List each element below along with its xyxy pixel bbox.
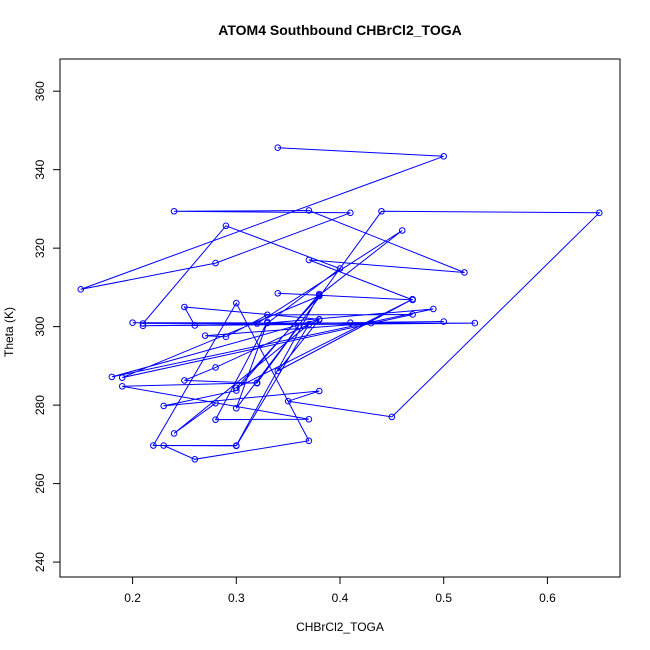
data-point xyxy=(160,402,168,410)
data-point xyxy=(118,374,126,381)
chart-title: ATOM4 Southbound CHBrCl2_TOGA xyxy=(218,22,461,38)
data-point xyxy=(305,320,313,328)
data-point xyxy=(471,319,479,327)
data-point xyxy=(274,144,282,151)
data-point xyxy=(274,289,282,297)
data-point xyxy=(253,379,261,387)
data-point xyxy=(232,404,240,412)
data-point xyxy=(253,320,261,327)
data-point xyxy=(315,387,323,395)
data-point xyxy=(139,322,147,330)
y-tick-label: 260 xyxy=(33,473,47,493)
data-point xyxy=(284,397,292,405)
y-axis: 240 260 280 300 320 340 360 xyxy=(33,81,61,572)
data-point xyxy=(232,442,240,450)
data-point xyxy=(398,227,406,234)
data-point xyxy=(461,269,468,276)
data-point xyxy=(305,207,313,214)
data-point xyxy=(409,295,416,303)
data-point xyxy=(388,413,396,421)
data-point xyxy=(440,318,448,325)
y-tick-label: 320 xyxy=(33,238,47,258)
series-line xyxy=(80,147,601,460)
data-point xyxy=(170,430,178,437)
y-tick-label: 280 xyxy=(33,395,47,415)
data-point xyxy=(347,209,354,217)
y-axis-label: Theta (K) xyxy=(2,307,16,357)
data-point xyxy=(305,437,313,445)
data-point xyxy=(191,455,199,463)
data-point xyxy=(315,316,323,323)
x-tick-label: 0.6 xyxy=(539,591,556,605)
data-point xyxy=(181,303,188,311)
data-point xyxy=(129,319,136,327)
data-point xyxy=(108,373,116,381)
data-point xyxy=(77,286,85,293)
data-point xyxy=(315,292,323,300)
data-point xyxy=(295,323,302,330)
data-point xyxy=(232,299,240,307)
data-point xyxy=(367,319,375,327)
x-axis-label: CHBrCl2_TOGA xyxy=(296,620,384,634)
data-point xyxy=(305,415,313,423)
data-point xyxy=(170,207,178,215)
data-point xyxy=(181,377,188,384)
y-tick-label: 300 xyxy=(33,316,47,336)
data-point xyxy=(232,384,240,392)
data-point xyxy=(430,305,437,313)
data-point xyxy=(315,290,323,298)
data-point xyxy=(378,207,385,215)
x-tick-label: 0.3 xyxy=(228,591,245,605)
y-tick-label: 360 xyxy=(33,81,47,101)
x-tick-label: 0.4 xyxy=(332,591,349,605)
data-point xyxy=(160,442,168,449)
data-point xyxy=(150,442,157,449)
x-tick-label: 0.5 xyxy=(435,591,452,605)
data-point xyxy=(595,209,603,217)
data-point xyxy=(336,265,344,272)
y-tick-label: 240 xyxy=(33,552,47,572)
data-point xyxy=(222,333,230,341)
data-point xyxy=(118,382,126,390)
plot-area-frame xyxy=(59,58,621,578)
data-point xyxy=(232,387,240,394)
data-point xyxy=(212,259,219,267)
x-axis: 0.2 0.3 0.4 0.5 0.6 xyxy=(124,576,556,605)
data-point xyxy=(440,153,448,160)
data-point xyxy=(222,222,230,230)
data-point xyxy=(264,318,271,326)
data-point xyxy=(305,256,313,264)
y-tick-label: 340 xyxy=(33,159,47,179)
data-point xyxy=(409,311,416,318)
x-tick-label: 0.2 xyxy=(124,591,141,605)
data-point xyxy=(347,319,354,327)
data-point xyxy=(212,364,219,371)
data-point xyxy=(139,320,147,327)
data-point xyxy=(274,367,282,375)
data-point xyxy=(264,311,271,319)
data-point xyxy=(201,332,209,339)
data-point xyxy=(212,416,219,423)
series-layer xyxy=(77,144,603,463)
data-point xyxy=(212,399,219,407)
data-point xyxy=(191,322,199,329)
